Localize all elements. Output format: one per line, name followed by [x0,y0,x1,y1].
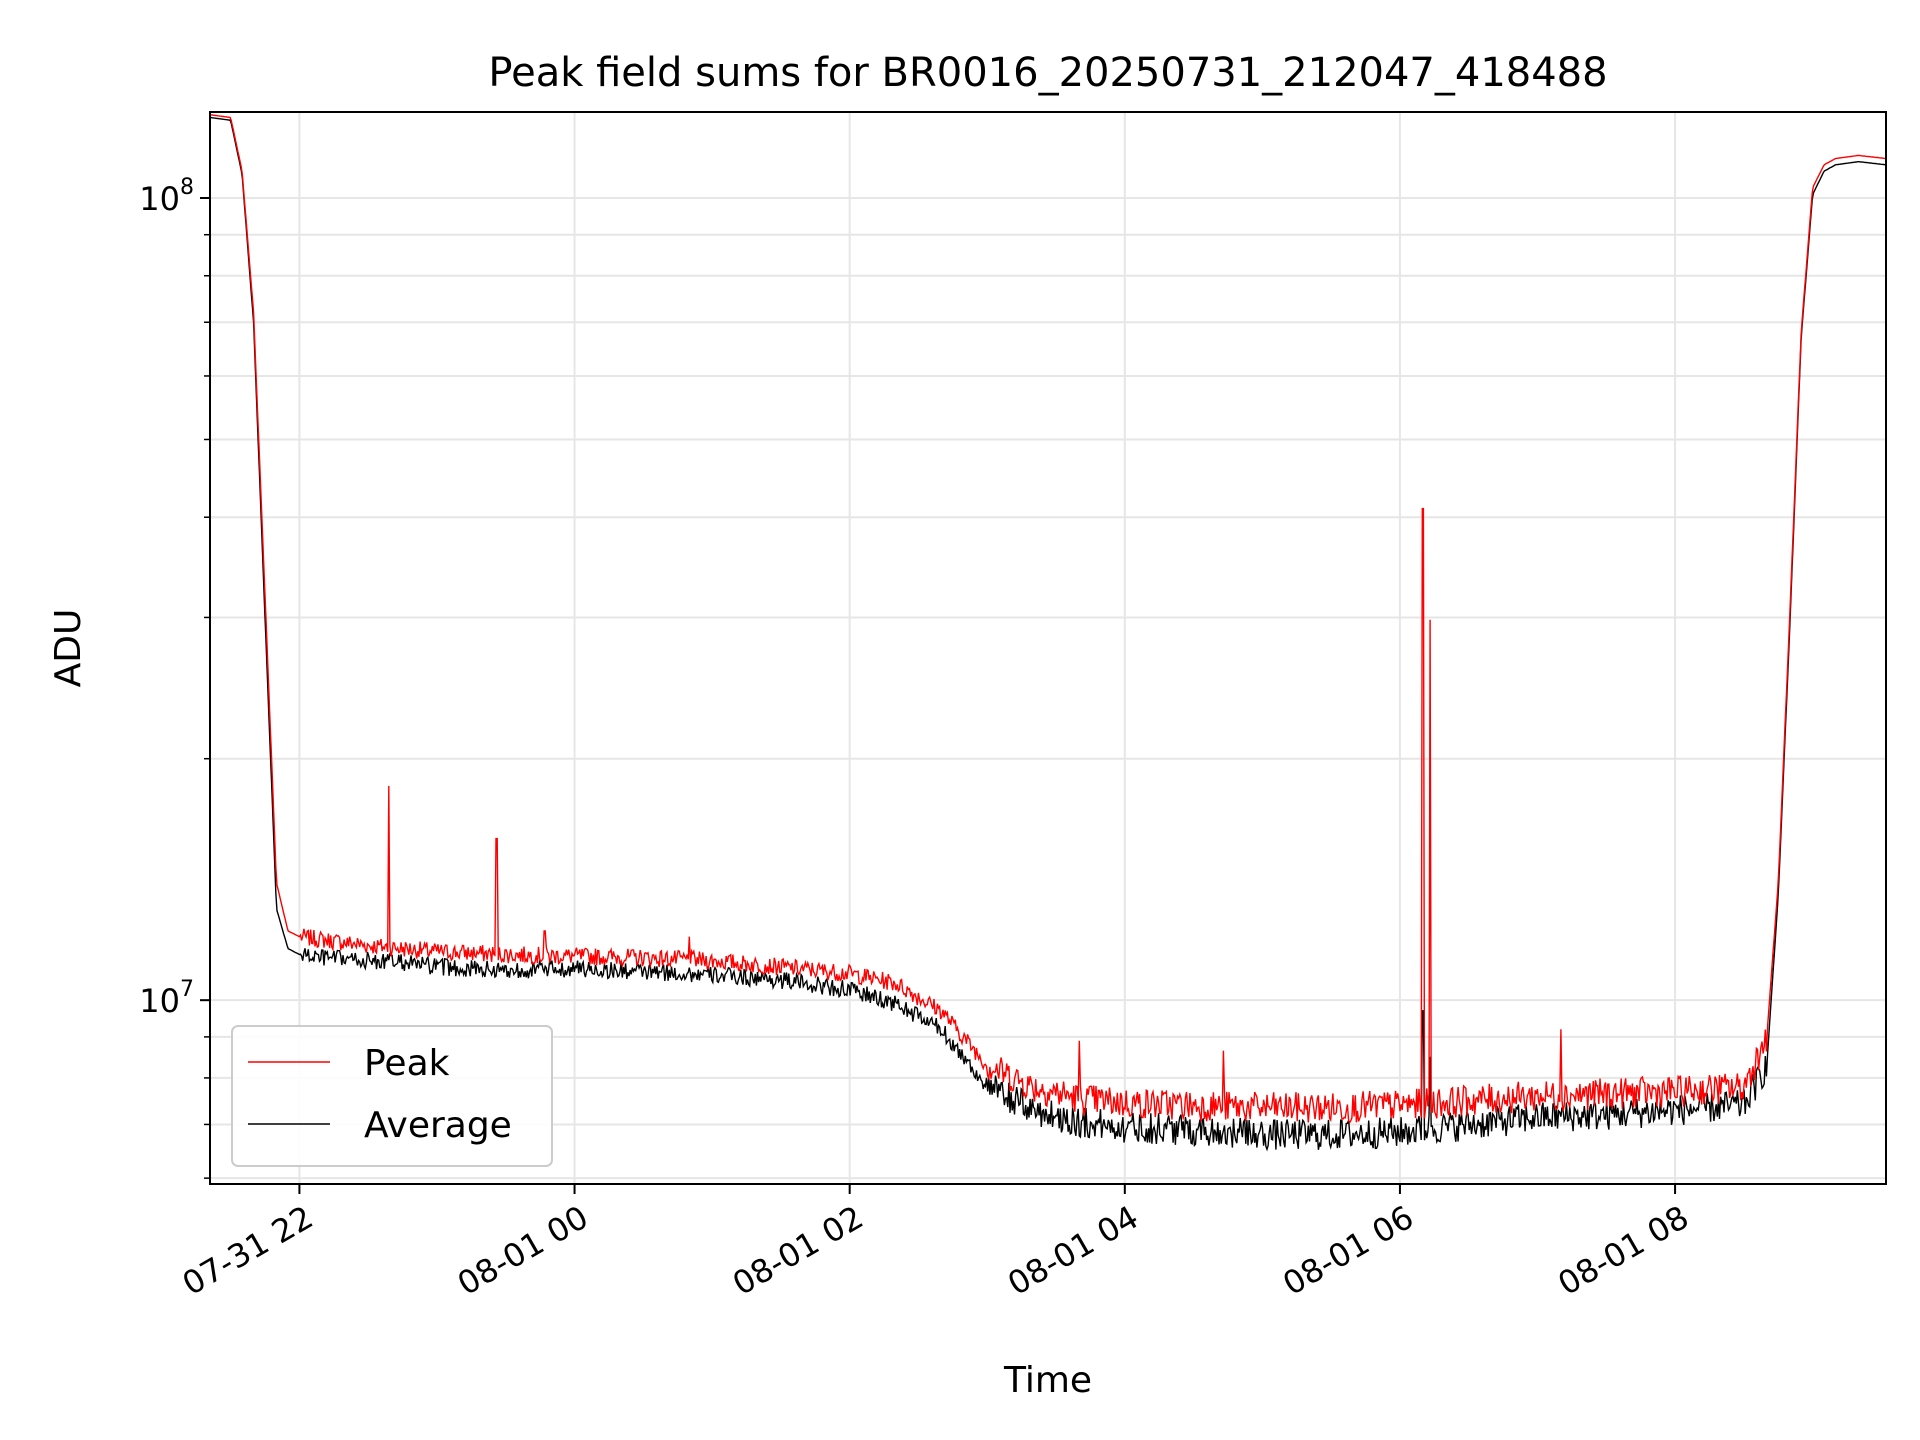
series-line-peak [209,114,1887,1124]
y-tick-base: 10 [139,180,180,218]
series-layer [209,114,1887,1152]
y-axis-label: ADU [48,609,89,688]
y-tick-label: 107 [139,977,194,1020]
legend-box [231,1025,553,1167]
plot-frame [209,111,1887,1185]
y-tick-exponent: 8 [180,175,194,200]
y-tick-base: 10 [139,982,180,1020]
y-tick-exponent: 7 [180,977,194,1002]
y-tick-label: 108 [139,175,194,218]
chart-title: Peak field sums for BR0016_20250731_2120… [488,50,1607,96]
legend-label-average: Average [364,1105,512,1146]
legend: Peak Average [231,1025,553,1167]
x-axis-label: Time [1003,1360,1092,1401]
legend-label-peak: Peak [364,1043,450,1084]
